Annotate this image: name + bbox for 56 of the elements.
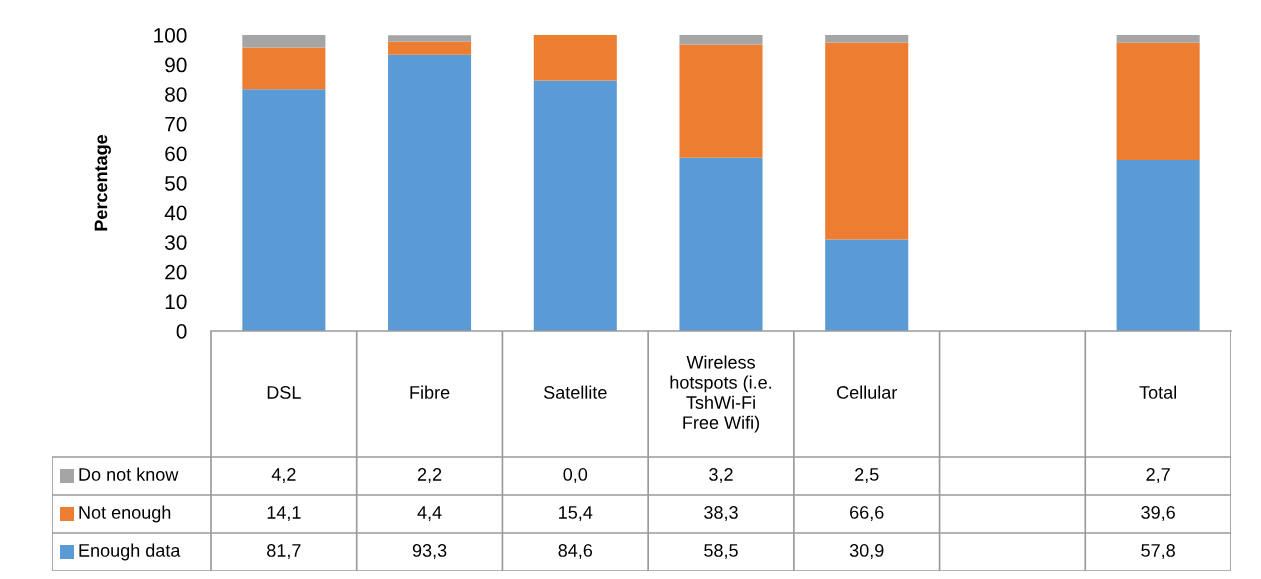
data-label: 3,2 — [709, 468, 733, 483]
bar — [242, 47, 326, 90]
data-label: 38,3 — [704, 506, 738, 521]
x-tick-label: Total — [1139, 385, 1176, 399]
y-tick-label: 30 — [165, 235, 187, 250]
x-tick-label: Wireless hotspots (i.e. TshWi-Fi Free Wifi) — [670, 355, 772, 433]
data-label: 58,5 — [704, 544, 738, 559]
bar — [679, 44, 763, 158]
data-label: 14,1 — [267, 506, 301, 521]
legend-label: Enough data — [79, 543, 181, 561]
y-tick-label: 20 — [165, 264, 187, 280]
data-label: 4,4 — [417, 506, 442, 521]
bar — [1116, 159, 1200, 331]
bar — [825, 35, 909, 43]
data-label: 84,6 — [558, 544, 593, 559]
y-tick-label: 90 — [165, 57, 187, 73]
x-tick-label: Cellular — [837, 385, 898, 399]
data-label: 81,7 — [267, 544, 301, 559]
bar — [533, 35, 617, 81]
y-tick-label: 10 — [165, 294, 187, 310]
data-label: 2,5 — [855, 468, 879, 483]
bar — [242, 89, 326, 331]
data-label: 39,6 — [1141, 506, 1175, 521]
data-label: 2,2 — [417, 468, 442, 483]
legend-label: Not enough — [79, 505, 171, 523]
data-label: 57,8 — [1141, 544, 1175, 559]
bar — [679, 157, 763, 331]
data-label: 66,6 — [850, 506, 884, 521]
bar — [242, 35, 326, 48]
data-label: 30,9 — [849, 544, 884, 559]
x-tick-label: Fibre — [410, 385, 450, 399]
y-tick-label: 80 — [165, 87, 187, 102]
bar — [388, 41, 472, 55]
data-label: 15,4 — [559, 506, 593, 521]
bar — [1116, 35, 1200, 43]
y-tick-label: 50 — [165, 176, 187, 191]
bar — [388, 35, 472, 42]
legend-label: Do not know — [79, 467, 179, 481]
bar — [825, 239, 909, 331]
y-tick-label: 70 — [165, 116, 187, 132]
x-tick-label: DSL — [267, 386, 301, 399]
bar — [679, 35, 763, 45]
x-tick-label: Satellite — [543, 385, 607, 399]
y-tick-label: 100 — [154, 28, 187, 43]
bar — [388, 54, 472, 331]
y-tick-label: 0 — [176, 324, 187, 339]
y-tick-label: 60 — [165, 146, 187, 162]
bar — [533, 80, 617, 331]
data-label: 0,0 — [563, 468, 588, 483]
bar — [1116, 42, 1200, 160]
bar — [825, 42, 909, 240]
data-label: 4,2 — [271, 468, 296, 483]
y-axis-title: Percentage — [94, 134, 111, 231]
data-label: 93,3 — [412, 544, 447, 559]
data-label: 2,7 — [1146, 468, 1170, 483]
y-tick-label: 40 — [164, 205, 187, 221]
